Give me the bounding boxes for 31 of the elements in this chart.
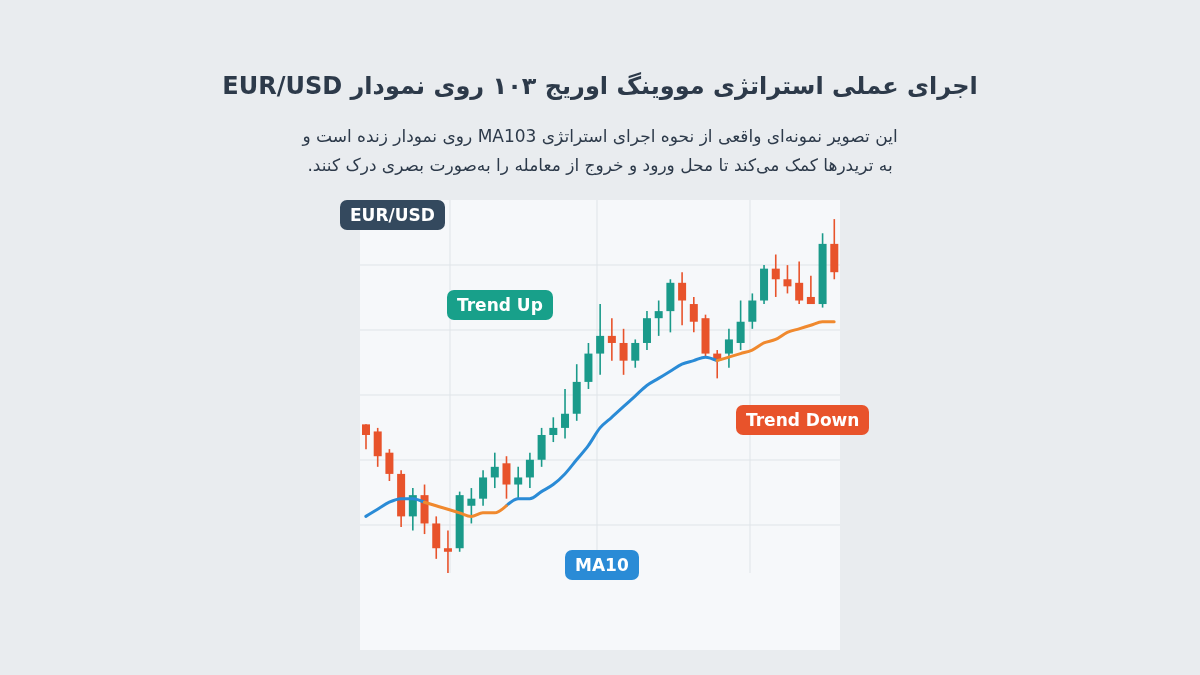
candlestick: [514, 466, 523, 500]
chart-subtitle: این تصویر نمونه‌ای واقعی از نحوه اجرای استراتژی MA103 روی نمودار زنده است و به تریدرها کمک می‌کند تا محل ورود و خروج از معامله را به‌صورت بصری درک کنند.: [300, 125, 899, 178]
candlestick: [385, 448, 394, 482]
candlestick: [467, 487, 476, 525]
callout-label: MA10: [565, 550, 639, 580]
candlestick: [502, 455, 511, 500]
candlestick: [806, 274, 815, 305]
candlestick: [443, 529, 452, 573]
candlestick: [479, 469, 488, 507]
candlestick: [736, 299, 745, 351]
candlestick: [596, 303, 605, 376]
candlestick: [525, 451, 534, 489]
candlestick: [724, 328, 733, 369]
candlestick: [689, 296, 698, 334]
candlestick: [654, 299, 663, 337]
candlestick: [748, 292, 757, 330]
candlestick: [783, 264, 792, 295]
candlestick: [362, 423, 370, 450]
chart-title: اجرای عملی استراتژی مووینگ اوریج ۱۰۳ روی نمودار EUR/USD: [221, 72, 979, 100]
candlestick: [678, 271, 687, 327]
callout-label: Trend Down: [736, 405, 870, 435]
pair-badge: EUR/USD: [340, 200, 445, 230]
candlestick: [619, 328, 628, 376]
candlestick: [549, 416, 558, 443]
candlestick: [771, 253, 780, 298]
candlestick: [631, 338, 640, 369]
callout-label: Trend Up: [447, 290, 553, 320]
candlestick: [490, 451, 499, 489]
candlestick: [795, 260, 804, 305]
candlestick: [561, 388, 570, 440]
candlestick: [607, 317, 616, 362]
